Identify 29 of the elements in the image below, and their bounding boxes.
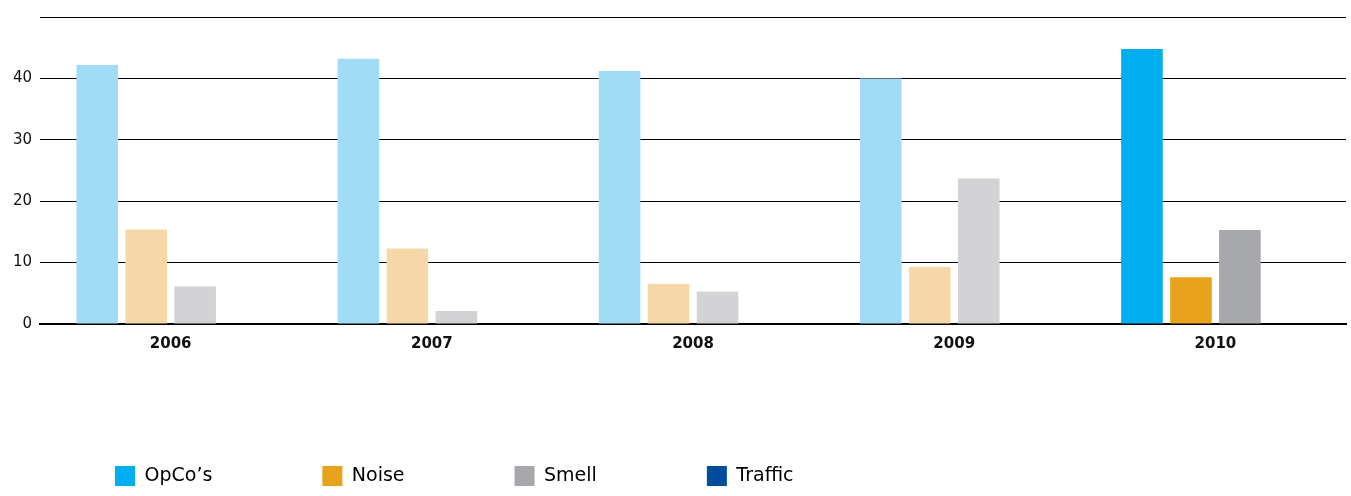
legend-label: Traffic	[735, 462, 794, 485]
x-tick-label: 2009	[933, 333, 976, 352]
x-tick-label: 2007	[410, 333, 453, 352]
bar	[76, 64, 119, 324]
y-tick-label: 0	[22, 313, 33, 332]
bar	[957, 178, 1000, 324]
bar	[859, 78, 902, 324]
y-tick-label: 40	[12, 68, 33, 87]
bar	[386, 248, 429, 324]
bar	[696, 291, 739, 324]
x-tick-label: 2006	[149, 333, 192, 352]
bar	[647, 284, 690, 324]
legend-label: Noise	[351, 462, 405, 485]
legend-label: Smell	[544, 462, 597, 485]
bar	[908, 266, 951, 324]
bar	[435, 311, 478, 324]
legend-label: OpCo’s	[144, 462, 213, 485]
bar	[125, 229, 168, 324]
bar	[598, 71, 641, 324]
bar	[174, 286, 216, 324]
bar	[1219, 230, 1261, 324]
bar	[1170, 277, 1212, 324]
y-tick-label: 10	[12, 252, 33, 271]
y-tick-label: 30	[12, 129, 33, 148]
y-tick-label: 20	[12, 191, 33, 210]
bar	[337, 58, 380, 324]
bar	[1121, 48, 1163, 324]
x-tick-label: 2008	[672, 333, 714, 352]
x-tick-label: 2010	[1194, 333, 1237, 352]
